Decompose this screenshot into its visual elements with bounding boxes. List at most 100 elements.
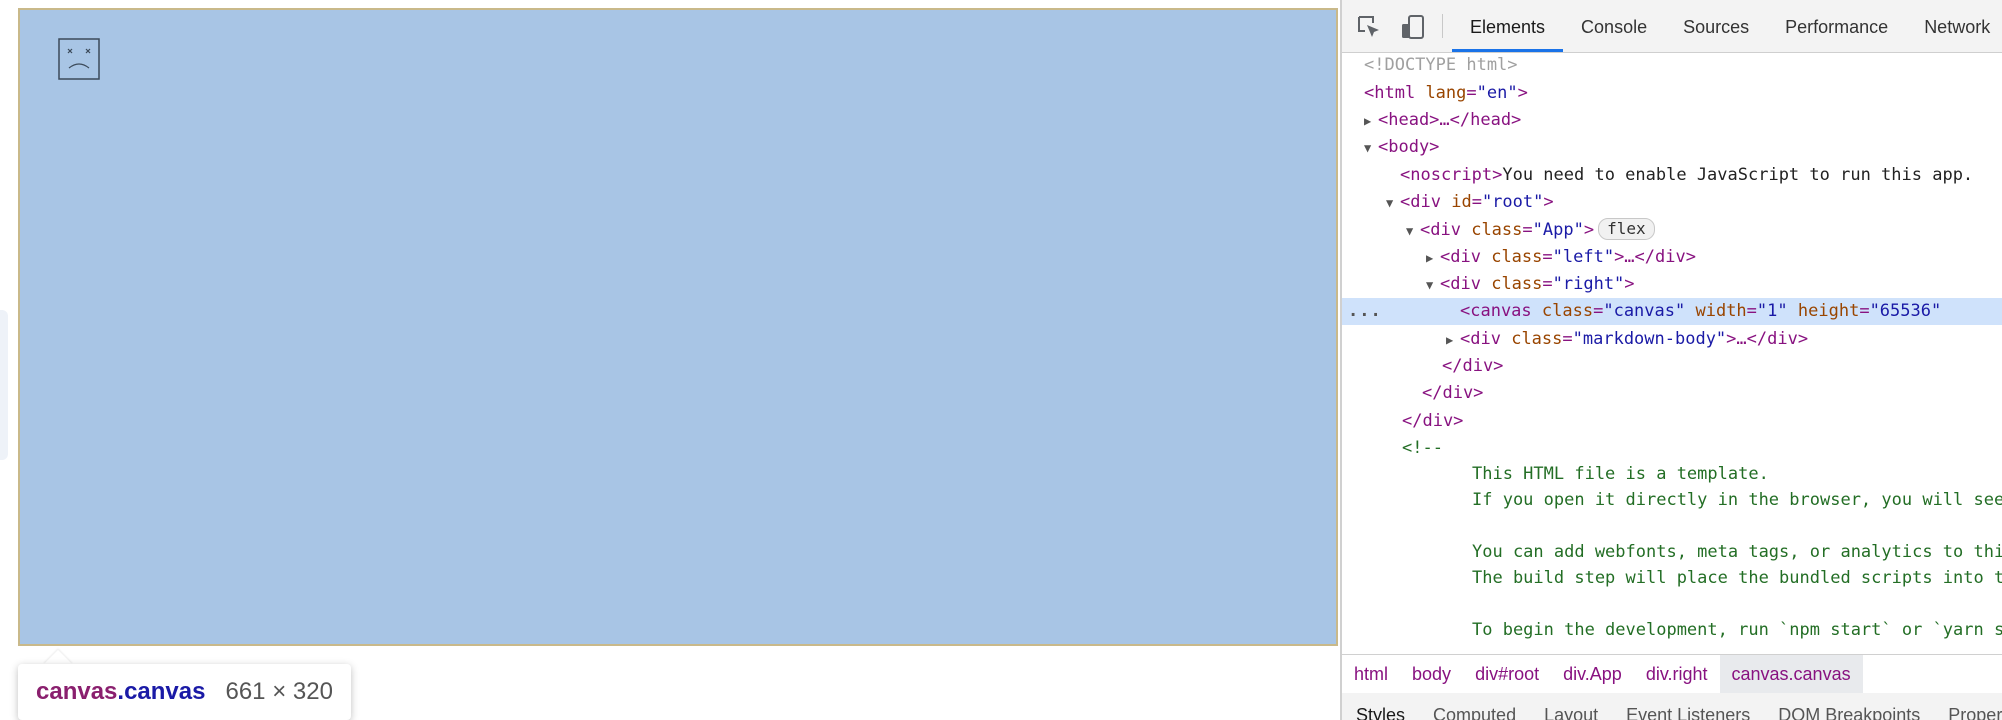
subtab-computed[interactable]: Computed [1433,705,1517,720]
collapsed-content: >…</div> [1614,247,1696,267]
class-attr: class [1491,274,1543,294]
devtools-toolbar: Elements Console Sources Performance Net… [1342,0,2002,53]
comment-text: You can add webfonts, meta tags, or anal… [1472,542,2002,562]
breadcrumb: html body div#root div.App div.right can… [1342,654,2002,694]
div-tag: <div [1400,192,1441,212]
device-toolbar-icon[interactable] [1400,14,1426,40]
subtab-styles[interactable]: Styles [1356,705,1406,720]
close-div-tag: </div> [1422,383,1484,403]
tab-network[interactable]: Network [1924,17,1991,37]
element-size-tooltip: canvas.canvas 661 × 320 [18,664,351,720]
dom-node-canvas-selected[interactable]: ... <canvas class="canvas" width="1" heig… [1342,298,2002,325]
toolbar-separator [1442,14,1443,38]
head-tag: <head>…</head> [1378,110,1522,130]
breadcrumb-canvas[interactable]: canvas.canvas [1719,655,1863,693]
comment-line: This HTML file is a template. [1342,461,2002,488]
height-attr: height [1797,301,1860,321]
div-tag: <div [1440,247,1481,267]
lang-attr: lang [1425,83,1467,103]
browser-viewport: canvas.canvas 661 × 320 [0,8,1338,720]
comment-line: You can add webfonts, meta tags, or anal… [1342,539,2002,566]
breadcrumb-body[interactable]: body [1412,664,1452,684]
subtab-layout[interactable]: Layout [1544,705,1599,720]
height-value: "65536" [1869,301,1942,321]
dom-node-noscript[interactable]: <noscript>You need to enable JavaScript … [1342,162,2002,189]
left-value: "left" [1552,247,1615,267]
class-attr: class [1511,329,1563,349]
devtools-tabs: Elements Console Sources Performance Net… [1452,0,2002,52]
html-tag: <html [1364,83,1416,103]
canvas-tag: <canvas [1460,301,1532,321]
dom-close-app[interactable]: </div> [1342,380,2002,407]
dom-node-right[interactable]: ▼ <div class="right"> [1342,271,2002,298]
inspect-element-icon[interactable] [1356,14,1382,40]
div-tag: <div [1440,274,1481,294]
noscript-tag: <noscript> [1400,165,1503,185]
breadcrumb-div-right[interactable]: div.right [1645,664,1708,684]
dom-tree: <!DOCTYPE html> <html lang="en"> ▶ <head>… [1342,52,2002,652]
div-tag: <div [1420,220,1461,240]
breadcrumb-div-app[interactable]: div.App [1563,664,1622,684]
expand-arrow-icon[interactable]: ▶ [1364,114,1372,128]
dom-node-body[interactable]: ▼ <body> [1342,134,2002,161]
expand-arrow-icon[interactable]: ▶ [1426,251,1434,265]
expand-arrow-icon[interactable]: ▶ [1446,333,1454,347]
collapse-arrow-icon[interactable]: ▼ [1386,196,1394,210]
comment-text: This HTML file is a template. [1472,464,1769,484]
dom-node-left[interactable]: ▶ <div class="left">…</div> [1342,244,2002,271]
canvas-element-highlight[interactable] [18,8,1338,646]
comment-text: The build step will place the bundled sc… [1472,568,2002,588]
doctype-text: <!DOCTYPE html> [1364,55,1518,75]
comment-line: To begin the development, run `npm start… [1342,617,2002,644]
id-attr: id [1451,192,1472,212]
more-options-icon[interactable]: ... [1348,301,1382,321]
tooltip-class: .canvas [117,678,206,705]
left-edge-shade [0,310,8,460]
lang-value: "en" [1476,83,1518,103]
right-value: "right" [1552,274,1625,294]
styles-subtabs: Styles Computed Layout Event Listeners D… [1342,693,2002,720]
collapse-arrow-icon[interactable]: ▼ [1426,278,1434,292]
body-tag: <body> [1378,137,1440,157]
width-attr: width [1695,301,1747,321]
class-attr: class [1491,247,1543,267]
app-value: "App" [1532,220,1584,240]
tab-console[interactable]: Console [1581,17,1648,37]
comment-text: If you open it directly in the browser, … [1472,490,2002,510]
collapse-arrow-icon[interactable]: ▼ [1406,224,1414,238]
tab-sources[interactable]: Sources [1683,17,1750,37]
dom-node-html[interactable]: <html lang="en"> [1364,83,1528,103]
close-div-tag: </div> [1402,411,1464,431]
collapse-arrow-icon[interactable]: ▼ [1364,141,1372,155]
root-value: "root" [1481,192,1544,212]
dom-close-root[interactable]: </div> [1342,408,2002,435]
dom-node-app[interactable]: ▼ <div class="App"> flex [1342,217,2002,244]
tab-elements[interactable]: Elements [1452,0,1564,52]
subtab-event-listeners[interactable]: Event Listeners [1626,705,1751,720]
comment-line: If you open it directly in the browser, … [1342,487,2002,514]
dom-node-markdown[interactable]: ▶ <div class="markdown-body">…</div> [1342,326,2002,353]
dom-node-root[interactable]: ▼ <div id="root"> [1342,189,2002,216]
tooltip-element-name: canvas.canvas [36,678,205,706]
noscript-text: You need to enable JavaScript to run thi… [1502,165,1974,185]
dom-comment-open[interactable]: <!-- [1342,435,2002,462]
tab-performance[interactable]: Performance [1785,17,1889,37]
canvas-class-value: "canvas" [1603,301,1686,321]
tooltip-tag: canvas [36,678,118,705]
breadcrumb-html[interactable]: html [1354,664,1389,684]
flex-badge[interactable]: flex [1598,218,1655,240]
comment-line: The build step will place the bundled sc… [1342,565,2002,592]
dom-close-right[interactable]: </div> [1342,353,2002,380]
close-div-tag: </div> [1442,356,1504,376]
dom-node-head[interactable]: ▶ <head>…</head> [1342,107,2002,134]
comment-open: <!-- [1402,438,1443,458]
devtools-panel: Elements Console Sources Performance Net… [1340,0,2002,720]
subtab-properties[interactable]: Properties [1948,705,2002,720]
div-tag: <div [1460,329,1501,349]
subtab-dom-breakpoints[interactable]: DOM Breakpoints [1778,705,1921,720]
markdown-value: "markdown-body" [1572,329,1727,349]
breadcrumb-div-root[interactable]: div#root [1475,664,1540,684]
width-value: "1" [1756,301,1788,321]
dom-node-doctype[interactable]: <!DOCTYPE html> [1342,52,2002,79]
